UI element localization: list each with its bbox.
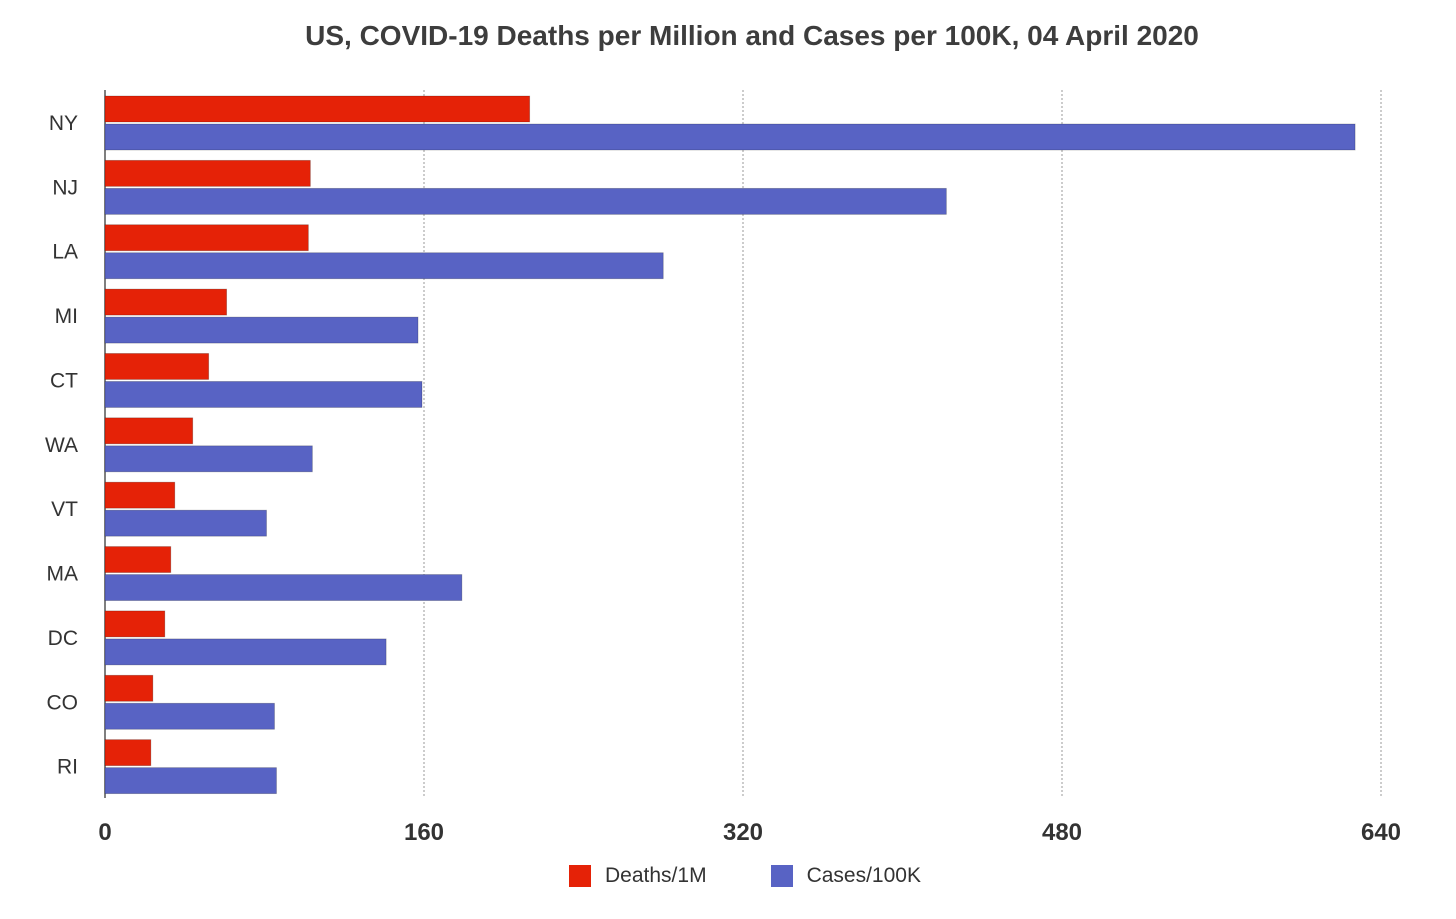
y-category-label: MI [55, 305, 78, 328]
bar-cases-wa [104, 445, 313, 473]
bar-deaths-vt [104, 481, 176, 509]
bar-cases-nj [104, 187, 947, 215]
y-category-label: MA [47, 563, 79, 586]
bar-cases-vt [104, 509, 267, 537]
bar-cases-co [104, 702, 275, 730]
bar-deaths-dc [104, 610, 166, 638]
x-tick-label: 640 [1361, 819, 1401, 846]
bar-deaths-ny [104, 95, 531, 123]
bar-cases-dc [104, 638, 387, 666]
bar-deaths-wa [104, 417, 194, 445]
y-category-label: LA [52, 241, 78, 264]
legend-item-cases: Cases/100K [770, 864, 921, 888]
y-category-label: NY [49, 112, 78, 135]
y-category-label: DC [48, 627, 78, 650]
y-category-label: VT [51, 498, 78, 521]
bar-cases-ny [104, 123, 1356, 151]
y-category-label: CO [47, 691, 79, 714]
bar-cases-ct [104, 381, 423, 408]
bar-cases-ri [104, 767, 277, 795]
bar-deaths-ri [104, 739, 152, 767]
y-category-label: CT [50, 369, 78, 392]
legend-item-deaths: Deaths/1M [569, 864, 707, 888]
x-tick-label: 480 [1042, 819, 1082, 846]
bar-deaths-nj [104, 159, 311, 187]
bar-deaths-ct [104, 353, 210, 380]
y-category-label: NJ [52, 176, 78, 199]
bar-deaths-co [104, 674, 154, 702]
x-tick-label: 0 [98, 819, 111, 846]
legend-swatch-deaths [569, 865, 592, 887]
bar-deaths-la [104, 224, 309, 252]
y-category-label: WA [45, 434, 78, 457]
legend-swatch-cases [770, 865, 793, 887]
bar-cases-la [104, 252, 664, 280]
legend-label-deaths: Deaths/1M [605, 864, 707, 887]
x-tick-label: 160 [404, 819, 444, 846]
chart-title: US, COVID-19 Deaths per Million and Case… [305, 20, 1199, 51]
legend-label-cases: Cases/100K [806, 864, 921, 887]
bar-cases-mi [104, 316, 419, 344]
x-tick-label: 320 [723, 819, 763, 846]
bar-cases-ma [104, 574, 463, 601]
bar-deaths-mi [104, 288, 228, 316]
bar-deaths-ma [104, 546, 172, 573]
legend: Deaths/1M Cases/100K [0, 864, 1456, 888]
y-category-label: RI [57, 756, 78, 779]
